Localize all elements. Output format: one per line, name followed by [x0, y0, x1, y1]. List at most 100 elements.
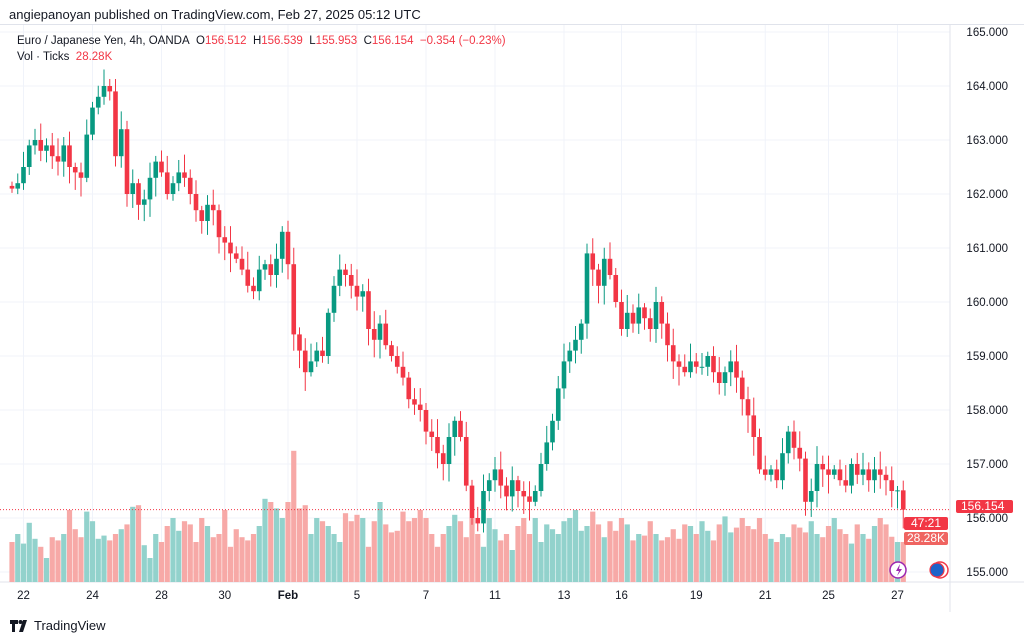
volume-bar	[877, 518, 883, 582]
volume-bar	[779, 534, 786, 582]
candle-body	[440, 453, 446, 464]
price-tick-label: 155.000	[966, 567, 1008, 579]
volume-bar	[618, 518, 625, 582]
candle-body	[613, 275, 619, 302]
candle-body	[199, 210, 205, 221]
candle-body	[279, 231, 285, 259]
volume-bar	[245, 540, 251, 582]
candle-body	[596, 269, 601, 286]
date-tick-label: 19	[690, 590, 703, 602]
volume-bar	[848, 543, 855, 582]
date-tick-label: 7	[423, 590, 429, 602]
volume-bar	[325, 526, 331, 582]
tradingview-logo[interactable]: TradingView	[10, 618, 106, 633]
candle-body	[889, 480, 895, 491]
volume-bar	[728, 532, 734, 582]
candle-body	[584, 253, 590, 324]
volume-bar	[84, 511, 90, 582]
volume-bar	[492, 529, 498, 582]
candle-body	[895, 490, 900, 492]
candle-body	[446, 437, 452, 464]
volume-bar	[411, 518, 418, 582]
tradingview-logo-icon	[10, 619, 27, 632]
volume-bar	[670, 529, 676, 582]
volume-bar	[89, 521, 96, 582]
volume-bar	[273, 508, 280, 582]
volume-bar	[791, 524, 797, 582]
candle-body	[469, 485, 475, 518]
candle-body	[590, 253, 596, 270]
candle-body	[136, 183, 141, 205]
candle-body	[670, 345, 676, 362]
volume-bar	[584, 526, 590, 582]
volume-value: 28.28K	[75, 51, 113, 63]
volume-bar	[814, 534, 820, 582]
candle-body	[550, 420, 555, 443]
volume-row: Vol · Ticks 28.28K	[17, 49, 506, 65]
volume-bar	[141, 545, 147, 582]
volume-bar	[187, 524, 193, 582]
volume-bar	[222, 510, 228, 582]
volume-bar	[348, 521, 354, 582]
candle-body	[222, 237, 228, 243]
candle-body	[498, 469, 504, 486]
volume-label[interactable]: Vol · Ticks	[17, 51, 70, 63]
candle-body	[578, 323, 584, 340]
volume-bar	[20, 543, 27, 582]
candle-body	[245, 269, 251, 286]
candle-body	[849, 464, 854, 486]
low-value: 155.953	[315, 35, 358, 47]
volume-bar	[601, 537, 607, 582]
volume-bar	[55, 540, 61, 582]
candle-body	[826, 469, 831, 475]
date-tick-label: 11	[489, 590, 501, 602]
candle-body	[527, 496, 532, 502]
candle-body	[320, 350, 325, 356]
volume-bar	[572, 510, 579, 582]
volume-bar	[480, 546, 487, 582]
candle-body	[314, 350, 320, 362]
volume-bar	[268, 502, 274, 582]
volume-bar	[43, 558, 50, 582]
candle-body	[389, 345, 394, 356]
candle-body	[95, 96, 101, 108]
volume-bar	[95, 538, 101, 582]
eu-flag-icon	[929, 562, 945, 578]
price-chart[interactable]: 155.000 156.000 157.000 158.000 159.000 160.0…	[0, 0, 1024, 612]
date-tick-label: 30	[218, 590, 231, 602]
candle-body	[141, 199, 147, 205]
volume-bar	[135, 505, 142, 582]
volume-bar	[733, 527, 740, 582]
price-tick-label: 164.000	[966, 81, 1008, 93]
candle-body	[124, 129, 130, 194]
close-label: C	[363, 35, 372, 47]
candle-body	[118, 129, 124, 157]
volume-bar	[521, 518, 527, 582]
candle-body	[256, 269, 262, 292]
candle-body	[854, 464, 860, 475]
volume-bar	[699, 521, 705, 582]
candle-body	[820, 464, 826, 470]
candle-body	[705, 356, 711, 367]
candle-body	[515, 480, 521, 491]
candle-body	[458, 420, 463, 437]
candle-body	[429, 431, 435, 437]
brand-name: TradingView	[34, 618, 106, 633]
candle-body	[768, 469, 774, 475]
volume-bar	[745, 526, 751, 582]
volume-bar	[866, 538, 872, 582]
bar-countdown: 47:21	[904, 517, 948, 530]
low-label: L	[309, 35, 316, 47]
volume-bar	[371, 521, 377, 582]
symbol-title[interactable]: Euro / Japanese Yen, 4h, OANDA	[17, 35, 190, 47]
candle-body	[26, 145, 32, 167]
volume-bar	[538, 542, 544, 582]
volume-bar	[549, 529, 556, 582]
candle-body	[210, 204, 216, 211]
date-tick-label: 5	[354, 590, 360, 602]
candle-body	[239, 258, 245, 270]
volume-bar	[647, 521, 653, 582]
candle-body	[343, 269, 348, 275]
volume-bar	[768, 538, 774, 582]
candle-body	[630, 312, 636, 324]
